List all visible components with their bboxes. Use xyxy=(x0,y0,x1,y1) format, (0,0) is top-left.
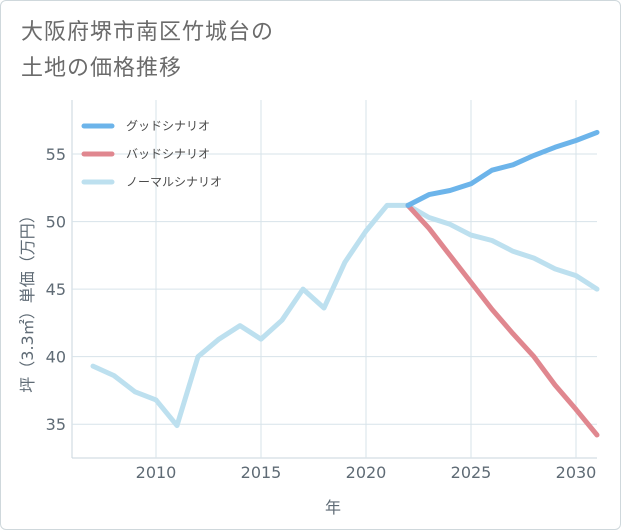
y-tick-label: 50 xyxy=(46,213,66,232)
y-axis-label: 坪（3.3㎡）単価（万円） xyxy=(18,207,37,392)
chart-title-line-2: 土地の価格推移 xyxy=(21,56,183,81)
y-tick-label: 55 xyxy=(46,145,66,164)
legend-label: バッドシナリオ xyxy=(126,147,210,161)
grid-layer xyxy=(71,100,597,459)
chart-title: 大阪府堺市南区竹城台の 土地の価格推移 xyxy=(21,15,274,87)
x-tick-label: 2020 xyxy=(346,463,387,482)
y-tick-label: 40 xyxy=(46,348,66,367)
x-tick-label: 2025 xyxy=(451,463,492,482)
legend-label: グッドシナリオ xyxy=(126,119,210,133)
y-tick-label: 35 xyxy=(46,415,66,434)
x-axis-label: 年 xyxy=(325,498,341,517)
y-tick-label: 45 xyxy=(46,280,66,299)
x-tick-label: 2010 xyxy=(136,463,177,482)
series-layer xyxy=(90,129,600,438)
series-line-1 xyxy=(405,202,600,438)
x-tick-label: 2030 xyxy=(556,463,597,482)
x-tick-label: 2015 xyxy=(241,463,282,482)
series-line-0 xyxy=(405,129,600,208)
series-line-2 xyxy=(90,202,600,429)
chart-title-line-1: 大阪府堺市南区竹城台の xyxy=(21,20,275,45)
tick-layer: 2010 2015 2020 2025 2030 35 40 45 50 55 xyxy=(46,145,597,482)
legend-label: ノーマルシナリオ xyxy=(126,175,222,189)
